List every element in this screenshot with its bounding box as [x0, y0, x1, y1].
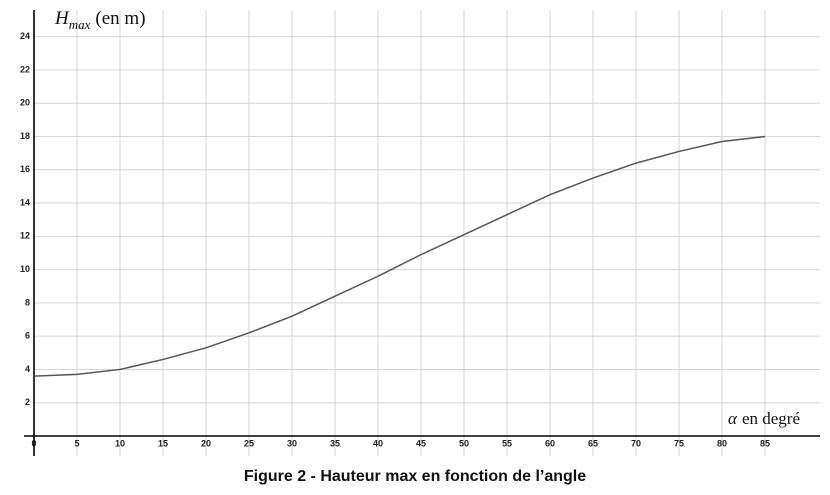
x-tick-label: 40 — [373, 438, 383, 448]
x-tick-label: 55 — [502, 438, 512, 448]
x-tick-label: 45 — [416, 438, 426, 448]
y-tick-label: 22 — [20, 64, 30, 74]
x-tick-label: 60 — [545, 438, 555, 448]
y-tick-label: 18 — [20, 131, 30, 141]
y-axis-label: Hmax (en m) — [54, 8, 146, 32]
y-label-symbol: H — [54, 8, 70, 29]
y-tick-label: 16 — [20, 164, 30, 174]
x-tick-label: 75 — [674, 438, 684, 448]
y-tick-label: 12 — [20, 231, 30, 241]
x-tick-label: 10 — [115, 438, 125, 448]
y-label-unit: (en m) — [95, 8, 145, 29]
caption: Figure 2 - Hauteur max en fonction de l’… — [244, 468, 586, 485]
y-tick-label: 14 — [20, 197, 30, 207]
x-axis-label: α en degré — [728, 409, 800, 428]
x-tick-label: 50 — [459, 438, 469, 448]
y-tick-label: 2 — [25, 397, 30, 407]
x-tick-label: 20 — [201, 438, 211, 448]
x-tick-label: 70 — [631, 438, 641, 448]
y-label-subscript: max — [69, 17, 91, 32]
y-tick-label: 10 — [20, 264, 30, 274]
x-tick-label: 85 — [760, 438, 770, 448]
x-label-unit: en degré — [742, 409, 800, 428]
x-tick-label: 15 — [158, 438, 168, 448]
x-tick-label: 65 — [588, 438, 598, 448]
x-label-symbol: α — [728, 409, 738, 428]
x-tick-label: 35 — [330, 438, 340, 448]
x-tick-label: 5 — [74, 438, 79, 448]
y-tick-label: 24 — [20, 31, 30, 41]
y-tick-label: 4 — [25, 364, 30, 374]
y-tick-label: 6 — [25, 331, 30, 341]
x-tick-label: 80 — [717, 438, 727, 448]
y-tick-label: 8 — [25, 297, 30, 307]
y-tick-label: 20 — [20, 98, 30, 108]
x-tick-label: 25 — [244, 438, 254, 448]
x-tick-label: 30 — [287, 438, 297, 448]
data-line — [33, 135, 766, 377]
